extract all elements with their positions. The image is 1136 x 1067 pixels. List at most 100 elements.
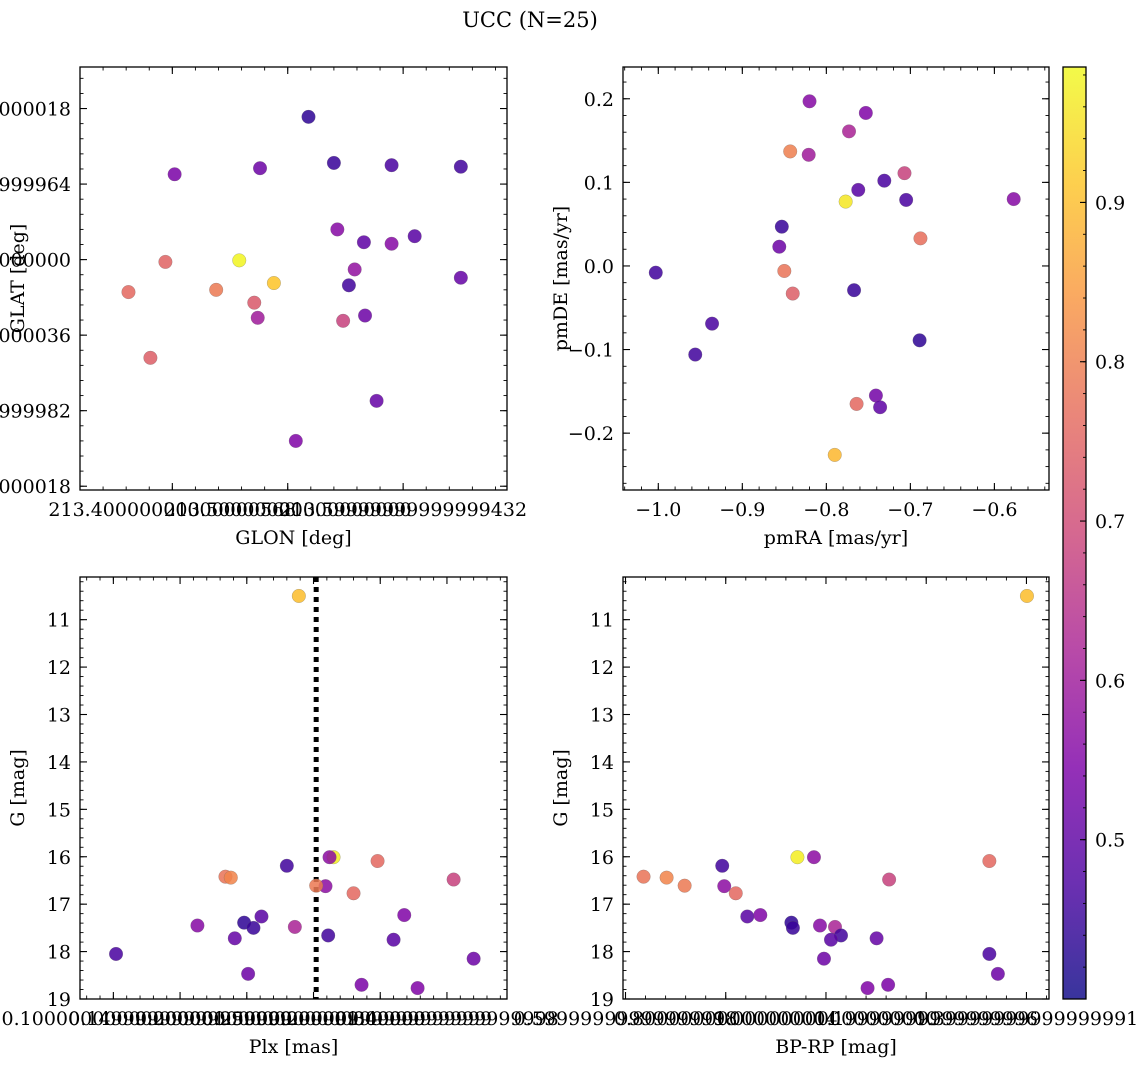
scatter-point bbox=[453, 270, 468, 285]
scatter-point bbox=[740, 909, 755, 924]
scatter-point bbox=[266, 276, 281, 291]
scatter-point bbox=[322, 850, 337, 865]
axes-frame bbox=[79, 66, 508, 491]
scatter-point bbox=[783, 144, 798, 159]
x-tick-label: −0.8 bbox=[803, 499, 849, 521]
scatter-point bbox=[785, 286, 800, 301]
scatter-point bbox=[842, 124, 857, 139]
colorbar-tick-label: 0.8 bbox=[1095, 352, 1125, 374]
scatter-point bbox=[287, 919, 302, 934]
y-tick-label: 0.2 bbox=[584, 89, 614, 111]
scatter-point bbox=[301, 109, 316, 124]
scatter-point bbox=[241, 966, 256, 981]
scatter-point bbox=[715, 858, 730, 873]
scatter-point bbox=[1006, 192, 1021, 207]
scatter-point bbox=[227, 931, 242, 946]
scatter-point bbox=[232, 253, 247, 268]
scatter-point bbox=[384, 236, 399, 251]
x-tick-label: 213.40000000000000568 bbox=[48, 499, 296, 521]
axes-frame bbox=[622, 66, 1050, 491]
scatter-point bbox=[407, 229, 422, 244]
scatter-point bbox=[688, 347, 703, 362]
y-tick-label: 15 bbox=[47, 799, 71, 821]
scatter-point bbox=[253, 161, 268, 176]
scatter-point bbox=[321, 928, 336, 943]
scatter-point bbox=[158, 254, 173, 269]
scatter-point bbox=[288, 433, 303, 448]
scatter-point bbox=[358, 308, 373, 323]
panel-bottom-right: 0.599999999999999980.800000000000000041.… bbox=[514, 576, 1136, 1058]
scatter-point bbox=[806, 850, 821, 865]
scatter-point bbox=[777, 263, 792, 278]
x-tick-label: 0.80000000000000004 bbox=[614, 1008, 838, 1030]
x-tick-label: 0.25000000000000000 bbox=[202, 1008, 426, 1030]
scatter-point bbox=[386, 932, 401, 947]
y-tick-label: 4.50000000000000000 bbox=[0, 250, 71, 272]
colorbar-tick-label: 0.5 bbox=[1095, 830, 1125, 852]
scatter-point bbox=[250, 310, 265, 325]
scatter-point bbox=[384, 158, 399, 173]
x-axis-label: Plx [mas] bbox=[249, 1036, 339, 1058]
scatter-point bbox=[705, 316, 720, 331]
x-tick-label: −0.6 bbox=[971, 499, 1017, 521]
x-tick-label: 0.29999999999999999 bbox=[268, 1008, 492, 1030]
scatter-point bbox=[453, 159, 468, 174]
scatter-point bbox=[899, 192, 914, 207]
scatter-point bbox=[827, 447, 842, 462]
panels: 213.40000000000000568213.500000000000000… bbox=[0, 66, 1136, 1058]
colorbar-gradient bbox=[1063, 67, 1086, 999]
scatter-point bbox=[190, 918, 205, 933]
scatter-point bbox=[326, 155, 341, 170]
x-tick-label: 0.14999999999999999 bbox=[68, 1008, 292, 1030]
y-tick-label: 4.29999999999999982 bbox=[0, 401, 71, 423]
scatter-point bbox=[279, 858, 294, 873]
y-tick-label: 0.1 bbox=[584, 172, 614, 194]
scatter-point bbox=[254, 909, 269, 924]
y-tick-label: 18 bbox=[47, 942, 71, 964]
colorbar-ticks: 0.5 0.6 0.7 0.8 0.9 bbox=[1080, 74, 1125, 968]
scatter-point bbox=[330, 222, 345, 237]
scatter-point bbox=[246, 920, 261, 935]
x-tick-label: 0.20000000000000001 bbox=[135, 1008, 359, 1030]
y-tick-label: 17 bbox=[47, 894, 71, 916]
scatter-point bbox=[336, 313, 351, 328]
scatter-point bbox=[728, 886, 743, 901]
scatter-point bbox=[801, 147, 816, 162]
scatter-point bbox=[774, 219, 789, 234]
y-axis-label: pmDE [mas/yr] bbox=[550, 206, 572, 351]
scatter-point bbox=[912, 333, 927, 348]
scatter-point bbox=[309, 878, 324, 893]
scatter-point bbox=[223, 870, 238, 885]
scatter-point bbox=[446, 872, 461, 887]
y-tick-label: 4.20000000000000018 bbox=[0, 476, 71, 498]
scatter-point bbox=[913, 231, 928, 246]
scatter-point bbox=[897, 166, 912, 181]
scatter-point bbox=[982, 946, 997, 961]
colorbar-tick-label: 0.6 bbox=[1095, 670, 1125, 692]
scatter-point bbox=[982, 854, 997, 869]
y-axis-label: G [mag] bbox=[7, 749, 29, 827]
scatter-point bbox=[167, 167, 182, 182]
scatter-point bbox=[466, 951, 481, 966]
y-tick-label: 0.0 bbox=[584, 256, 614, 278]
y-tick-label: 18 bbox=[590, 942, 614, 964]
scatter-point bbox=[410, 981, 425, 996]
y-axis-label: G [mag] bbox=[550, 749, 572, 827]
x-axis-label: GLON [deg] bbox=[235, 527, 351, 549]
x-tick-label: 0.59999999999999998 bbox=[514, 1008, 738, 1030]
scatter-point bbox=[677, 878, 692, 893]
x-axis-label: pmRA [mas/yr] bbox=[764, 527, 908, 549]
scatter-point bbox=[882, 872, 897, 887]
scatter-point bbox=[881, 977, 896, 992]
scatter-point bbox=[717, 879, 732, 894]
scatter-point bbox=[877, 173, 892, 188]
y-tick-label: −0.2 bbox=[568, 423, 614, 445]
scatter-point bbox=[869, 931, 884, 946]
scatter-point bbox=[772, 239, 787, 254]
colorbar: 0.5 0.6 0.7 0.8 0.9 bbox=[1062, 66, 1125, 1000]
x-tick-label: 0.10000000000000001 bbox=[2, 1008, 226, 1030]
y-tick-label: 17 bbox=[590, 894, 614, 916]
y-tick-label: 12 bbox=[47, 657, 71, 679]
scatter-point bbox=[990, 966, 1005, 981]
